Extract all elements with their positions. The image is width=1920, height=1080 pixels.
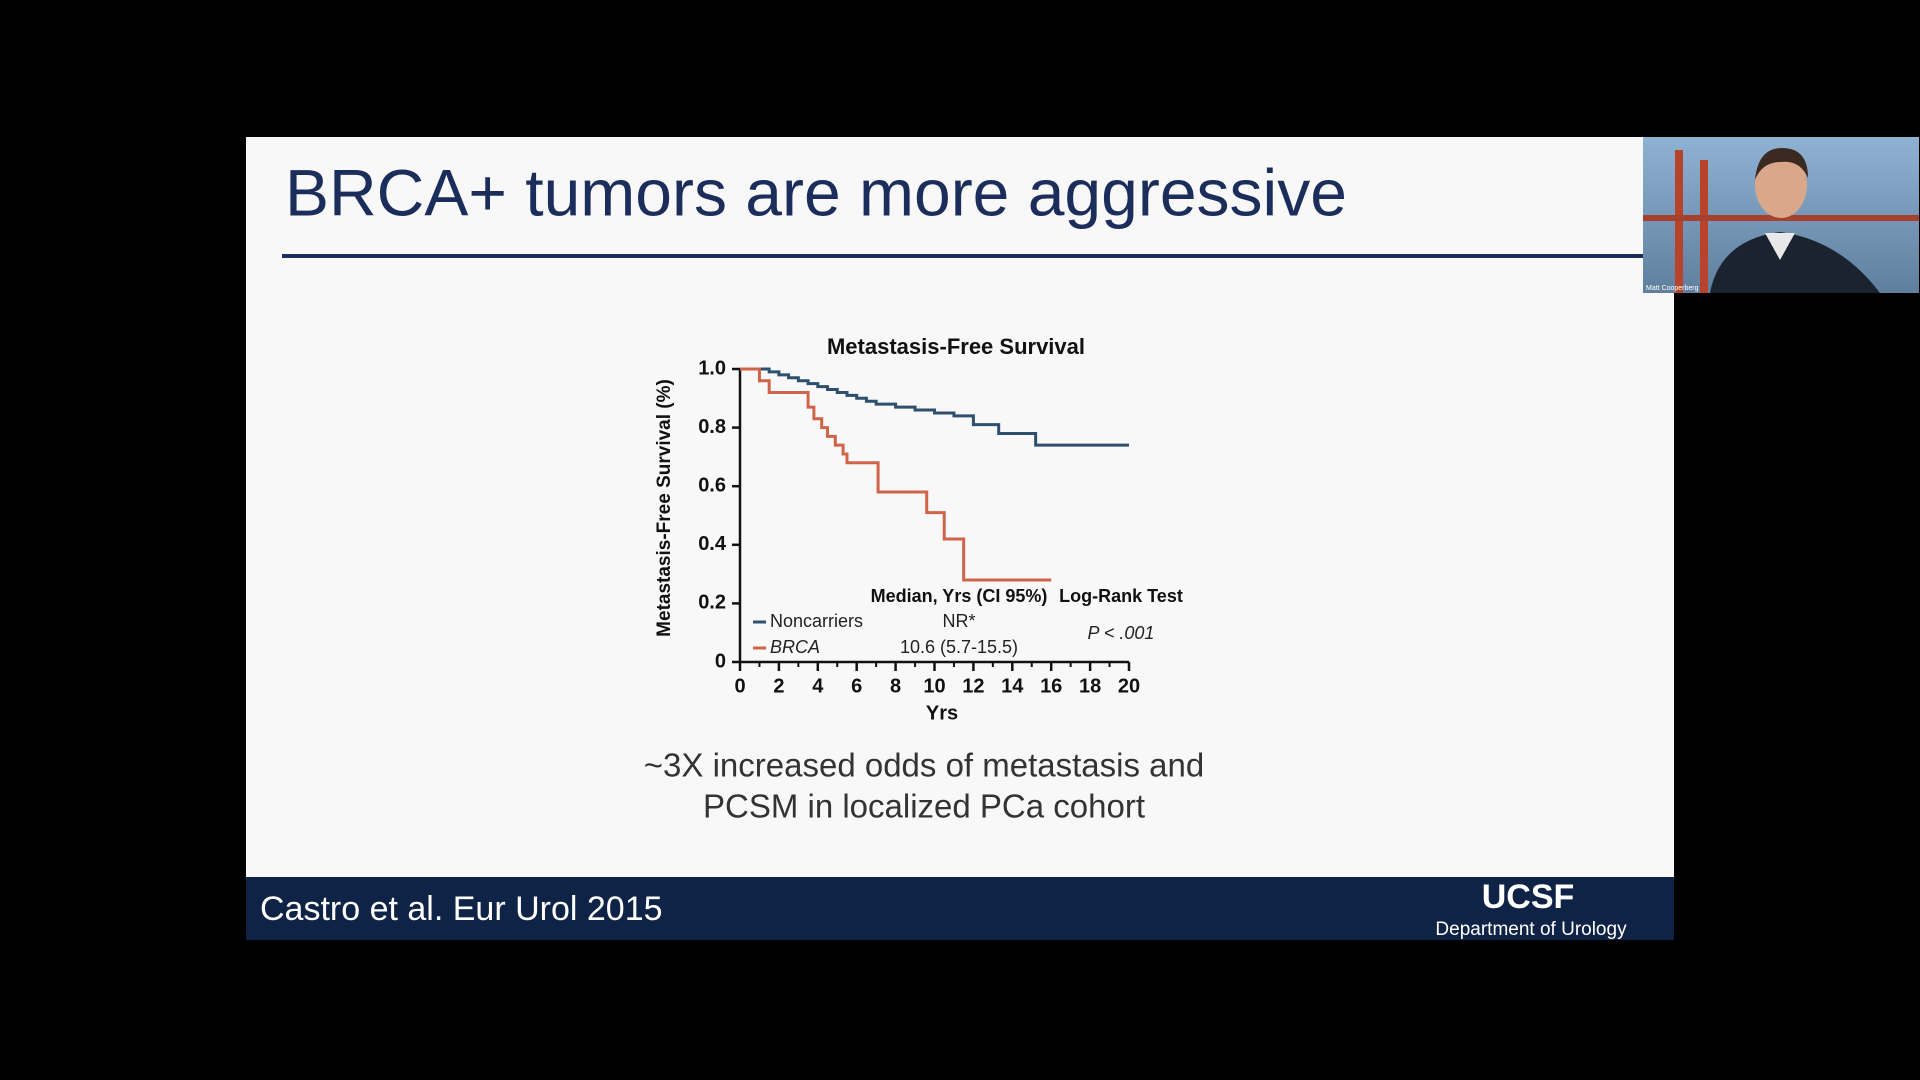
x-tick-label: 6 bbox=[851, 675, 862, 697]
y-tick-label: 0.6 bbox=[698, 474, 726, 496]
median-value: 10.6 (5.7-15.5) bbox=[900, 637, 1018, 657]
citation: Castro et al. Eur Urol 2015 bbox=[260, 890, 663, 928]
x-axis-label: Yrs bbox=[926, 702, 958, 724]
department: Department of Urology bbox=[1435, 919, 1627, 940]
x-tick-label: 14 bbox=[1001, 675, 1024, 697]
p-value: P < .001 bbox=[1088, 623, 1155, 643]
footer bbox=[246, 877, 1674, 940]
survival-curve bbox=[740, 367, 1052, 582]
y-axis-label: Metastasis-Free Survival (%) bbox=[654, 379, 675, 637]
webcam: Matt Cooperberg bbox=[1643, 137, 1919, 293]
x-tick-label: 20 bbox=[1118, 675, 1140, 697]
bridge-tower bbox=[1700, 160, 1708, 293]
x-tick-label: 16 bbox=[1040, 675, 1062, 697]
person-body bbox=[1710, 232, 1880, 293]
x-tick-label: 8 bbox=[890, 675, 901, 697]
caption: ~3X increased odds of metastasis and bbox=[644, 747, 1204, 784]
x-tick-label: 2 bbox=[773, 675, 784, 697]
x-tick-label: 4 bbox=[812, 675, 824, 697]
webcam-name: Matt Cooperberg bbox=[1646, 285, 1699, 292]
legend-label: Noncarriers bbox=[770, 611, 863, 631]
survival-curve bbox=[740, 367, 1129, 447]
shirt bbox=[1765, 233, 1795, 260]
median-value: NR* bbox=[942, 611, 975, 631]
y-tick-label: 0.2 bbox=[698, 592, 726, 614]
y-tick-label: 0.4 bbox=[698, 533, 727, 555]
slide-title: BRCA+ tumors are more aggressive bbox=[285, 155, 1347, 229]
hair bbox=[1755, 148, 1808, 180]
legend-label: BRCA bbox=[770, 637, 820, 657]
chart-title: Metastasis-Free Survival bbox=[827, 334, 1085, 359]
person-head bbox=[1755, 152, 1807, 218]
caption: PCSM in localized PCa cohort bbox=[703, 788, 1145, 825]
y-tick-label: 0 bbox=[715, 650, 726, 672]
x-tick-label: 0 bbox=[734, 675, 745, 697]
x-tick-label: 18 bbox=[1079, 675, 1101, 697]
x-tick-label: 12 bbox=[962, 675, 984, 697]
test-header: Log-Rank Test bbox=[1059, 586, 1183, 606]
y-tick-label: 0.8 bbox=[698, 416, 726, 438]
x-tick-label: 10 bbox=[923, 675, 945, 697]
logo: UCSF bbox=[1482, 878, 1575, 916]
y-tick-label: 1.0 bbox=[698, 357, 726, 379]
median-header: Median, Yrs (CI 95%) bbox=[871, 586, 1048, 606]
bridge-tower bbox=[1675, 150, 1683, 293]
